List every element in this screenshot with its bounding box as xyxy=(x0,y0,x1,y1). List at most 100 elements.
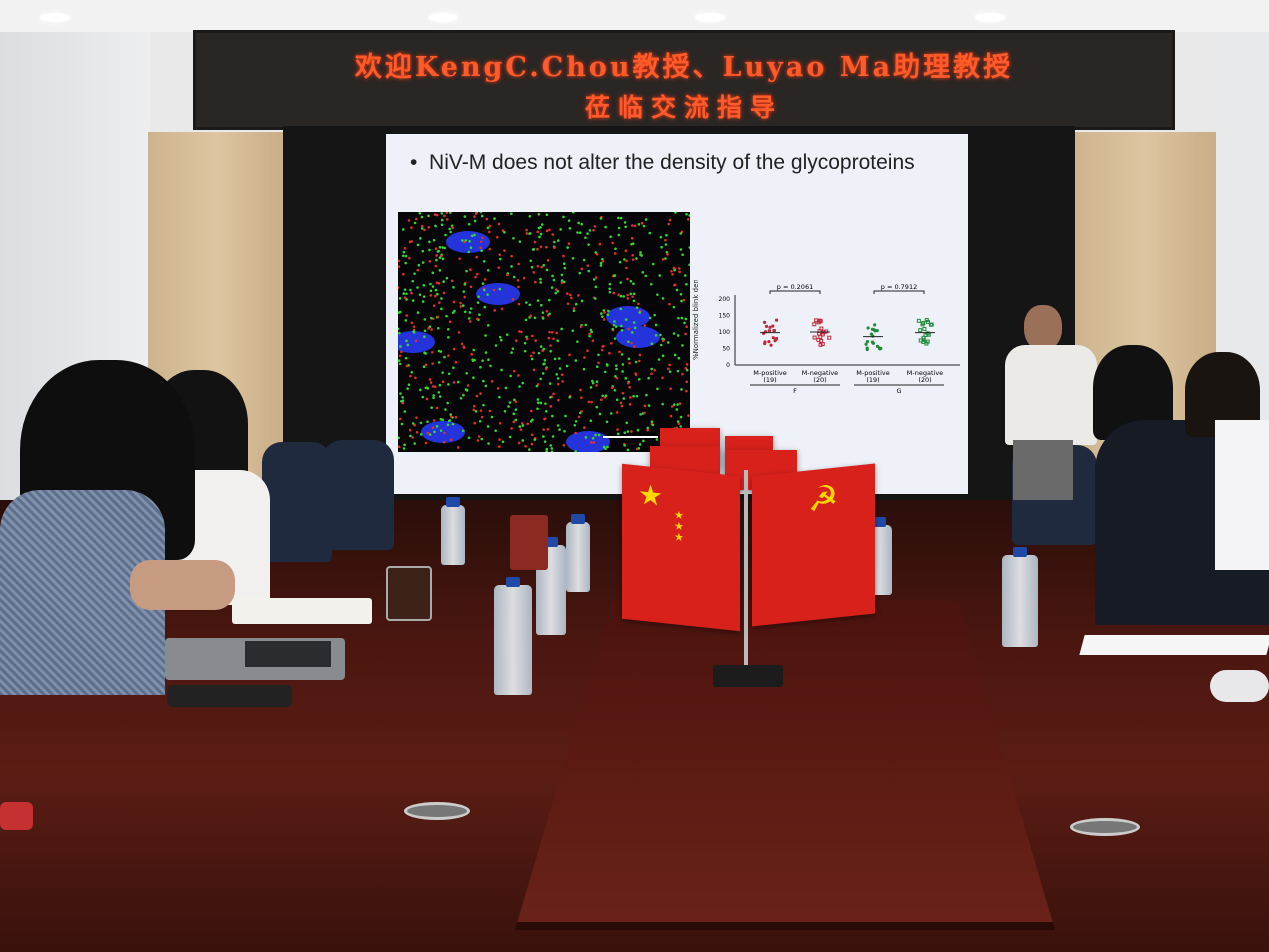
fluorescent-spot xyxy=(623,444,626,447)
fluorescent-spot xyxy=(473,233,476,237)
fluorescent-spot xyxy=(446,423,450,427)
fluorescent-spot xyxy=(540,303,543,307)
fluorescent-spot xyxy=(594,297,597,300)
fluorescent-spot xyxy=(605,363,609,366)
fluorescent-spot xyxy=(536,299,540,302)
fluorescent-spot xyxy=(425,397,429,401)
fluorescent-spot xyxy=(399,345,402,348)
fluorescent-spot xyxy=(614,364,618,367)
fluorescent-spot xyxy=(564,414,567,418)
fluorescent-spot xyxy=(604,447,607,451)
fluorescent-spot xyxy=(433,430,436,434)
fluorescent-spot xyxy=(626,448,630,452)
fluorescent-spot xyxy=(429,381,433,384)
fluorescent-spot xyxy=(657,358,661,361)
fluorescent-spot xyxy=(631,295,634,298)
fluorescent-spot xyxy=(398,354,402,358)
fluorescent-spot xyxy=(605,420,609,424)
fluorescent-spot xyxy=(444,233,447,237)
fluorescent-spot xyxy=(467,250,471,254)
fluorescent-spot xyxy=(560,281,564,285)
fluorescent-spot xyxy=(617,293,621,297)
fluorescent-spot xyxy=(439,429,443,432)
star-icon: ★ xyxy=(638,477,664,514)
phone[interactable] xyxy=(0,802,33,830)
fluorescent-spot xyxy=(512,369,516,373)
fluorescent-spot xyxy=(552,392,555,396)
fluorescent-spot xyxy=(544,367,548,371)
fluorescent-spot xyxy=(648,316,652,320)
fluorescent-spot xyxy=(434,247,438,251)
fluorescent-spot xyxy=(518,385,521,388)
fluorescent-spot xyxy=(428,433,432,436)
fluorescent-spot xyxy=(626,430,630,433)
fluorescent-spot xyxy=(610,342,613,345)
fluorescent-spot xyxy=(601,394,604,398)
fluorescent-spot xyxy=(598,412,602,416)
fluorescent-spot xyxy=(653,368,657,372)
fluorescent-spot xyxy=(687,414,690,417)
fluorescent-spot xyxy=(529,259,533,263)
fluorescent-spot xyxy=(579,388,582,392)
fluorescent-spot xyxy=(686,218,690,221)
fluorescent-spot xyxy=(469,246,473,250)
ceiling-light xyxy=(975,13,1005,22)
fluorescent-spot xyxy=(637,377,641,381)
significance-bracket xyxy=(769,290,821,294)
fluorescent-spot xyxy=(467,222,471,226)
fluorescent-spot xyxy=(645,393,648,397)
fluorescent-spot xyxy=(685,380,689,384)
fluorescent-spot xyxy=(574,420,578,423)
fluorescent-spot xyxy=(580,267,584,271)
data-point xyxy=(925,331,930,336)
fluorescent-spot xyxy=(679,248,683,251)
fluorescent-spot xyxy=(429,282,432,286)
fluorescent-spot xyxy=(582,367,586,371)
fluorescent-spot xyxy=(537,212,541,216)
phone[interactable] xyxy=(167,685,292,707)
fluorescent-spot xyxy=(501,229,505,232)
data-point xyxy=(873,323,877,327)
fluorescent-spot xyxy=(517,302,521,306)
fluorescent-spot xyxy=(523,349,527,353)
fluorescent-spot xyxy=(484,351,488,354)
fluorescent-spot xyxy=(613,388,617,392)
ceiling-light xyxy=(40,13,70,22)
fluorescent-spot xyxy=(449,230,452,234)
fluorescent-spot xyxy=(499,338,503,342)
fluorescent-spot xyxy=(683,321,686,325)
data-point xyxy=(916,318,921,323)
fluorescent-spot xyxy=(668,363,671,367)
fluorescent-spot xyxy=(561,380,564,383)
fluorescent-spot xyxy=(590,400,593,404)
fluorescent-spot xyxy=(421,300,425,303)
fluorescent-spot xyxy=(573,423,577,427)
fluorescent-spot xyxy=(448,227,451,231)
data-point xyxy=(928,322,933,327)
fluorescent-spot xyxy=(619,307,623,311)
p-value: p = 0.7912 xyxy=(881,283,917,291)
fluorescent-spot xyxy=(403,296,407,299)
fluorescent-spot xyxy=(670,269,673,273)
fluorescent-spot xyxy=(595,252,599,256)
fluorescent-spot xyxy=(672,403,676,406)
mouse[interactable] xyxy=(1210,670,1269,702)
fluorescent-spot xyxy=(440,212,444,215)
fluorescent-spot xyxy=(589,419,593,423)
fluorescent-spot xyxy=(423,228,426,232)
fluorescent-spot xyxy=(616,432,620,436)
fluorescent-spot xyxy=(557,398,560,402)
fluorescent-spot xyxy=(677,422,681,425)
fluorescent-spot xyxy=(547,298,551,302)
fluorescent-spot xyxy=(679,425,682,428)
fluorescent-spot xyxy=(445,276,449,280)
fluorescent-spot xyxy=(611,327,614,331)
fluorescent-spot xyxy=(592,441,596,444)
fluorescent-spot xyxy=(514,418,518,422)
fluorescent-spot xyxy=(578,231,582,235)
fluorescent-spot xyxy=(469,307,473,310)
paper-cup xyxy=(510,515,548,570)
fluorescent-spot xyxy=(398,331,401,335)
data-point xyxy=(763,341,767,346)
fluorescent-spot xyxy=(500,368,503,372)
